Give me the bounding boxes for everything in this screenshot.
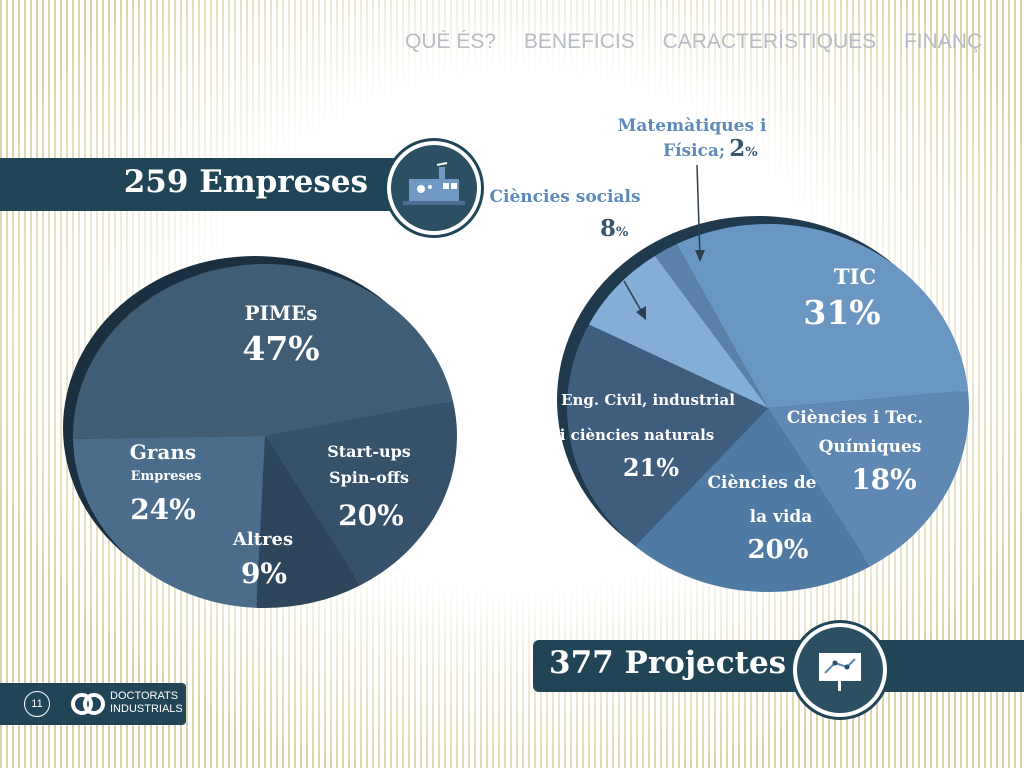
arrow-soc <box>623 280 644 315</box>
label-eng-1: Eng. Civil, industrial <box>561 391 735 409</box>
label-soc-line: 8% <box>600 215 629 242</box>
label-spinoffs: Spin-offs <box>329 468 409 487</box>
label-quim-2: Químiques <box>819 437 922 457</box>
page-number: 11 <box>24 691 50 717</box>
presentation-board-icon <box>819 653 861 691</box>
label-startups: Start-ups <box>327 442 411 461</box>
label-tic: TIC <box>834 264 876 289</box>
doctorats-logo-icon <box>71 693 105 715</box>
nav-item-financament[interactable]: FINANÇ <box>903 30 983 53</box>
label-vida-1: Ciències de <box>708 473 817 493</box>
presentation-badge <box>793 623 887 717</box>
label-grans: Grans <box>130 440 196 464</box>
projectes-title: 377 Projectes <box>549 645 787 681</box>
left-pie-chart <box>63 256 457 608</box>
left-pie-labels: PIMEs 47% Grans Empreses 24% Altres 9% S… <box>130 301 411 590</box>
factory-icon <box>403 162 465 205</box>
label-empreses: Empreses <box>131 469 202 484</box>
left-pie-slice-2 <box>265 400 457 586</box>
nav-item-caracteristiques[interactable]: CARACTERÍSTIQUES <box>662 30 877 53</box>
right-pie-slice-1 <box>676 224 969 408</box>
label-altres-pct: 9% <box>241 557 287 590</box>
label-soc-num: 8 <box>600 215 616 242</box>
outside-labels: Matemàtiques i Física; 2% Ciències social… <box>489 116 767 320</box>
label-mat-1: Matemàtiques i <box>618 116 767 136</box>
label-quim-1: Ciències i Tec. <box>787 408 923 428</box>
left-pie-slice-3 <box>256 436 361 608</box>
right-pie-slice-2 <box>768 390 969 567</box>
right-pie-labels: TIC 31% Ciències i Tec. Químiques 18% Ci… <box>560 264 923 565</box>
label-tic-pct: 31% <box>803 293 880 332</box>
label-mat-2: Física; <box>663 141 725 161</box>
left-pie-slice-4 <box>73 436 266 608</box>
factory-badge <box>387 141 481 235</box>
nav-item-que-es[interactable]: QUÈ ÉS? <box>405 30 497 53</box>
empreses-title: 259 Empreses <box>123 164 368 200</box>
label-quim-pct: 18% <box>851 463 917 496</box>
right-pie-slice-6 <box>655 244 768 408</box>
footer-bar: 11 DOCTORATS INDUSTRIALS <box>0 683 186 725</box>
arrow-soc-head <box>636 306 646 320</box>
right-pie-chart <box>557 216 969 593</box>
label-grans-pct: 24% <box>130 493 196 526</box>
label-altres: Altres <box>232 529 293 550</box>
label-soc-unit: % <box>616 225 629 240</box>
top-nav: QUÈ ÉS? BENEFICIS CARACTERÍSTIQUES FINAN… <box>405 30 1024 60</box>
left-pie-slice-1 <box>73 263 453 440</box>
label-eng-2: i ciències naturals <box>560 426 714 444</box>
label-pimes: PIMEs <box>244 301 317 325</box>
logo-line-1: DOCTORATS <box>110 690 179 702</box>
label-startups-pct: 20% <box>338 499 404 532</box>
logo-line-2: INDUSTRIALS <box>110 703 183 715</box>
label-soc: Ciències socials <box>489 187 640 207</box>
label-mat-num: 2 <box>729 135 745 162</box>
right-pie-slice-3 <box>635 408 871 593</box>
label-pimes-pct: 47% <box>242 329 319 368</box>
right-pie-slice-4 <box>567 324 768 547</box>
arrow-mat-head <box>695 250 705 262</box>
label-vida-pct: 20% <box>748 535 809 565</box>
nav-item-beneficis[interactable]: BENEFICIS <box>523 30 635 53</box>
projectes-banner: 377 Projectes <box>533 640 1024 692</box>
label-mat-line: Física; 2% <box>663 135 758 162</box>
empreses-banner: 259 Empreses <box>0 158 400 211</box>
logo-text: DOCTORATS INDUSTRIALS <box>110 690 183 716</box>
label-eng-pct: 21% <box>623 453 679 482</box>
right-pie-slice-5 <box>588 255 768 408</box>
label-vida-2: la vida <box>750 507 813 527</box>
arrow-mat <box>696 164 701 259</box>
label-mat-unit: % <box>745 145 758 160</box>
